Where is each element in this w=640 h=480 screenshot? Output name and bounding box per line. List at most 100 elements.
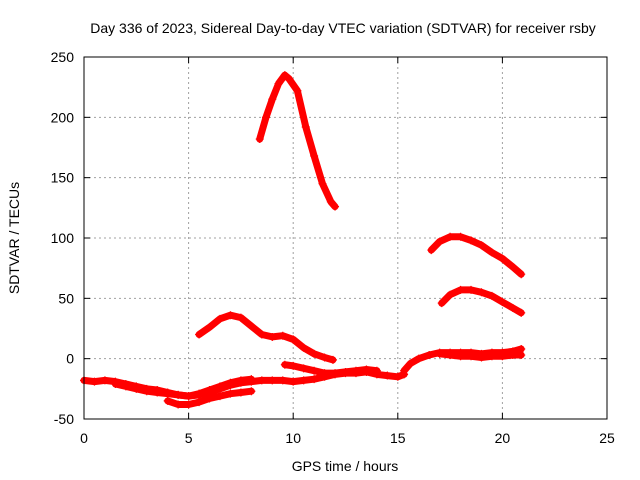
data-point [487,291,496,300]
data-point [446,290,455,299]
y-tick-label: 250 [51,49,75,65]
series-arc-d [281,361,381,377]
data-point [215,314,224,323]
x-tick-label: 10 [285,430,301,446]
data-point [205,394,214,403]
y-tick-label: 50 [58,290,74,306]
x-tick-label: 20 [495,430,511,446]
data-point [215,392,224,401]
data-point [226,311,235,320]
series-arc-mid-left [195,311,337,364]
data-point [153,388,162,397]
data-point [467,285,476,294]
data-point [467,352,476,361]
data-point [174,390,183,399]
data-point [372,366,381,375]
data-point [341,367,350,376]
series-layer [80,71,526,409]
data-point [517,351,526,360]
data-point [111,380,120,389]
data-point [255,135,264,144]
data-point [383,371,392,380]
data-point [425,351,434,360]
y-tick-label: 100 [51,230,75,246]
data-point [90,377,99,386]
data-point [247,387,256,396]
data-point [285,74,294,83]
data-point [487,352,496,361]
data-point [280,71,289,80]
data-point [262,113,271,122]
tick-labels: 0 5 10 15 20 25 -50 0 50 100 150 200 250 [51,49,615,446]
data-point [435,349,444,358]
data-point [247,322,256,331]
data-point [517,270,526,279]
data-point [435,237,444,246]
data-point [437,299,446,308]
grid [84,57,607,419]
data-point [299,376,308,385]
data-point [257,376,266,385]
y-tick-label: -50 [54,411,74,427]
x-tick-label: 5 [185,430,193,446]
data-point [184,400,193,409]
data-point [163,389,172,398]
data-point [274,79,283,88]
series-arc-upper-right [427,233,525,278]
data-point [310,366,319,375]
data-point [268,332,277,341]
x-tick-label: 15 [390,430,406,446]
data-point [406,359,415,368]
data-point [310,151,319,160]
data-point [508,351,517,360]
data-point [289,335,298,344]
data-point [121,382,130,391]
data-point [414,354,423,363]
data-point [467,236,476,245]
data-point [508,262,517,271]
data-point [456,352,465,361]
data-point [477,241,486,250]
x-tick-label: 0 [80,430,88,446]
data-point [215,384,224,393]
data-point [236,313,245,322]
data-point [236,388,245,397]
data-point [278,376,287,385]
data-point [195,390,204,399]
data-point [331,369,340,378]
data-point [427,246,436,255]
y-tick-label: 200 [51,109,75,125]
data-point [351,366,360,375]
data-point [517,308,526,317]
data-point [132,384,141,393]
data-point [310,349,319,358]
data-point [320,369,329,378]
data-point [163,396,172,405]
data-point [477,288,486,297]
data-point [278,331,287,340]
data-point [142,387,151,396]
data-point [393,372,402,381]
data-point [310,375,319,384]
data-point [446,232,455,241]
data-point [362,365,371,374]
data-point [195,398,204,407]
data-point [328,355,337,364]
data-point [331,202,340,211]
data-point [299,364,308,373]
y-tick-label: 0 [66,351,74,367]
data-point [226,381,235,390]
y-axis-label: SDTVAR / TECUs [6,182,22,294]
data-point [318,179,327,188]
data-point [456,232,465,241]
data-point [326,197,335,206]
data-point [487,248,496,257]
x-tick-label: 25 [599,430,615,446]
data-point [195,330,204,339]
data-point [446,351,455,360]
data-point [100,376,109,385]
data-point [299,343,308,352]
data-point [174,400,183,409]
data-point [400,366,409,375]
